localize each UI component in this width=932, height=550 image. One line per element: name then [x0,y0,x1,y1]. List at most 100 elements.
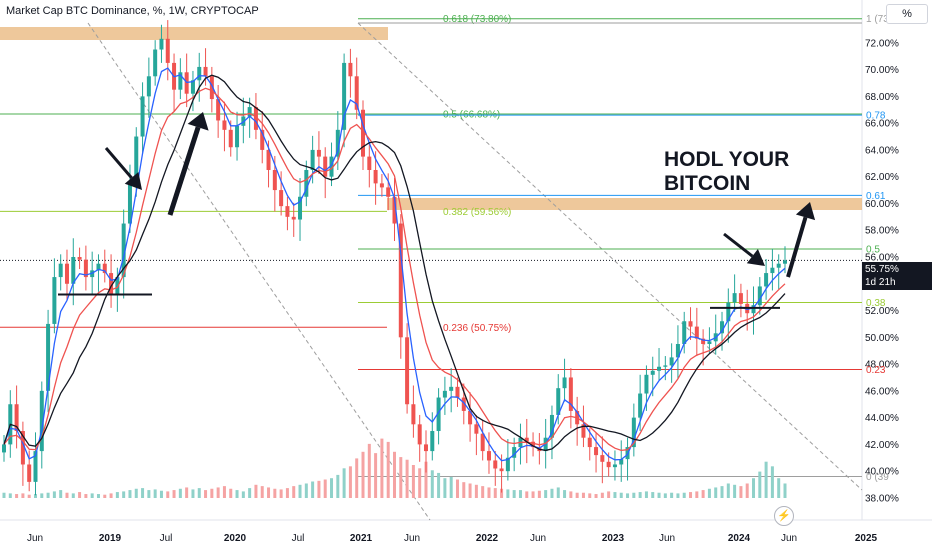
x-tick-label: 2022 [476,533,499,544]
volume-bar [342,468,346,498]
volume-bar [676,493,680,498]
lightning-icon[interactable]: ⚡ [774,506,794,526]
candle-body [556,388,561,415]
volume-bar [518,490,522,498]
volume-bar [33,494,37,498]
volume-bar [65,492,69,498]
volume-bar [613,492,617,498]
candle-body [512,447,517,458]
volume-bar [632,492,636,498]
fib-right-label: 0.78 [866,111,886,122]
candle-body [222,120,227,130]
candle-body [96,263,101,271]
candle-body [134,136,139,184]
candle-body [146,76,151,97]
volume-bar [90,493,94,498]
candle-body [751,305,756,314]
y-tick-label: 72.00% [865,38,899,49]
candle-body [436,397,441,432]
candle-body [606,461,611,468]
candle-body [398,223,403,338]
volume-bar [437,472,441,498]
candle-body [209,76,214,100]
candle-body [524,437,529,442]
x-tick-label: Jun [27,533,43,544]
candle-body [757,286,762,306]
volume-bar [178,488,182,498]
candle-body [669,357,674,366]
volume-bar [581,492,585,498]
candle-body [27,464,32,482]
candle-body [197,66,202,81]
candle-body [386,187,391,197]
volume-bar [594,494,598,498]
candle-body [216,99,221,121]
volume-bar [550,488,554,498]
volume-bar [216,487,220,498]
volume-bar [267,487,271,498]
candle-body [298,196,303,220]
fib-level-label: 0.618 (73.80%) [443,14,511,25]
candle-body [33,451,38,482]
volume-bar [204,490,208,498]
candle-body [644,374,649,394]
volume-bar [525,491,529,498]
candle-body [468,410,473,425]
candle-body [600,455,605,462]
volume-bar [59,490,63,498]
candle-body [663,365,668,367]
volume-bar [487,487,491,498]
candle-body [562,377,567,389]
x-tick-label: Jul [160,533,173,544]
candle-body [228,129,233,148]
volume-bar [512,490,516,498]
candle-body [247,107,252,117]
candle-body [354,76,359,110]
candle-body [121,223,126,278]
candle-body [272,169,277,191]
volume-bar [626,493,630,498]
percent-scale-button[interactable]: % [886,4,928,24]
candle-body [52,277,57,324]
volume-bar [311,481,315,498]
volume-bar [588,493,592,498]
candle-body [594,447,599,456]
y-tick-label: 40.00% [865,467,899,478]
candle-body [770,267,775,274]
candle-body [46,323,51,391]
volume-bar [40,493,44,498]
candle-body [720,321,725,334]
candle-body [764,273,769,287]
candle-body [474,424,479,434]
volume-bar [506,489,510,498]
volume-bar [531,491,535,498]
volume-bar [367,443,371,498]
sma-line [3,74,786,452]
volume-bar [285,488,289,498]
candle-body [329,156,334,177]
volume-bar [260,486,264,498]
volume-bar [481,486,485,498]
volume-bar [78,492,82,498]
candle-body [323,156,328,177]
candle-body [235,125,240,148]
volume-bar [500,488,504,498]
volume-bar [109,493,113,498]
arrow-up-right-shaft [786,216,808,278]
candle-body [102,263,107,274]
volume-bar [222,486,226,498]
x-tick-label: 2019 [99,533,122,544]
candle-body [392,196,397,224]
volume-bar [619,492,623,498]
arrow-up-left-head [187,112,209,131]
candle-body [493,460,498,469]
arrow-down-left-shaft [104,147,133,179]
arrow-down-right-head [746,249,765,266]
hodl-line-2: BITCOIN [664,172,751,195]
volume-bar [380,438,384,498]
volume-bar [474,484,478,498]
candle-body [159,38,164,50]
volume-bar [96,494,100,498]
volume-bar [399,457,403,498]
